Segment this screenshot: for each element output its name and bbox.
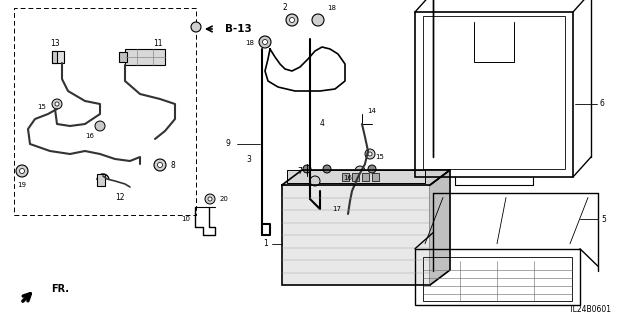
Circle shape bbox=[205, 194, 215, 204]
Bar bbox=[415, 12, 573, 177]
Bar bbox=[342, 173, 349, 181]
Bar bbox=[14, 8, 196, 215]
Bar bbox=[372, 173, 379, 181]
Text: 13: 13 bbox=[50, 40, 60, 48]
Circle shape bbox=[286, 14, 298, 26]
Bar bbox=[52, 51, 57, 63]
Bar bbox=[52, 51, 64, 63]
Circle shape bbox=[19, 168, 24, 174]
Circle shape bbox=[310, 176, 320, 186]
Text: 17: 17 bbox=[333, 206, 342, 212]
Text: 6: 6 bbox=[600, 100, 604, 108]
Text: 16: 16 bbox=[86, 133, 95, 139]
Bar bbox=[125, 49, 165, 65]
Text: 16: 16 bbox=[344, 175, 353, 181]
Polygon shape bbox=[282, 170, 450, 185]
Circle shape bbox=[157, 162, 163, 167]
Text: TL24B0601: TL24B0601 bbox=[569, 305, 612, 314]
Bar bbox=[362, 173, 369, 181]
Circle shape bbox=[16, 165, 28, 177]
Text: 2: 2 bbox=[283, 4, 287, 12]
Circle shape bbox=[368, 165, 376, 173]
Text: 8: 8 bbox=[171, 160, 175, 169]
Bar bbox=[423, 257, 572, 301]
Bar bbox=[119, 52, 127, 62]
Polygon shape bbox=[430, 170, 450, 285]
Circle shape bbox=[191, 22, 201, 32]
Bar bbox=[282, 185, 430, 285]
Text: 12: 12 bbox=[115, 192, 125, 202]
Text: 9: 9 bbox=[225, 139, 230, 149]
Circle shape bbox=[154, 159, 166, 171]
Bar bbox=[352, 173, 359, 181]
Bar bbox=[287, 170, 425, 183]
Text: 1: 1 bbox=[264, 240, 268, 249]
Circle shape bbox=[289, 18, 294, 23]
Text: 10: 10 bbox=[181, 216, 190, 222]
Circle shape bbox=[368, 152, 372, 156]
Circle shape bbox=[208, 197, 212, 201]
Circle shape bbox=[343, 202, 357, 216]
Circle shape bbox=[312, 14, 324, 26]
Text: 11: 11 bbox=[153, 40, 163, 48]
Circle shape bbox=[262, 40, 268, 44]
Bar bbox=[415, 249, 580, 305]
Text: 5: 5 bbox=[602, 214, 607, 224]
Circle shape bbox=[259, 36, 271, 48]
Text: 4: 4 bbox=[319, 120, 324, 129]
Text: FR.: FR. bbox=[51, 284, 69, 294]
Text: 14: 14 bbox=[367, 108, 376, 114]
Text: B-13: B-13 bbox=[225, 24, 252, 34]
Circle shape bbox=[355, 166, 365, 176]
Circle shape bbox=[323, 165, 331, 173]
Bar bbox=[423, 16, 565, 169]
Text: 18: 18 bbox=[246, 40, 255, 46]
Circle shape bbox=[55, 102, 59, 106]
Text: 20: 20 bbox=[220, 196, 228, 202]
Text: 15: 15 bbox=[376, 154, 385, 160]
Circle shape bbox=[347, 206, 353, 212]
Text: 7: 7 bbox=[298, 167, 303, 175]
Text: 15: 15 bbox=[38, 104, 47, 110]
Bar bbox=[97, 174, 105, 186]
Circle shape bbox=[52, 99, 62, 109]
Circle shape bbox=[365, 149, 375, 159]
Text: 3: 3 bbox=[246, 154, 252, 164]
Circle shape bbox=[95, 121, 105, 131]
Text: 18: 18 bbox=[328, 5, 337, 11]
Circle shape bbox=[303, 165, 311, 173]
Text: 19: 19 bbox=[17, 182, 26, 188]
